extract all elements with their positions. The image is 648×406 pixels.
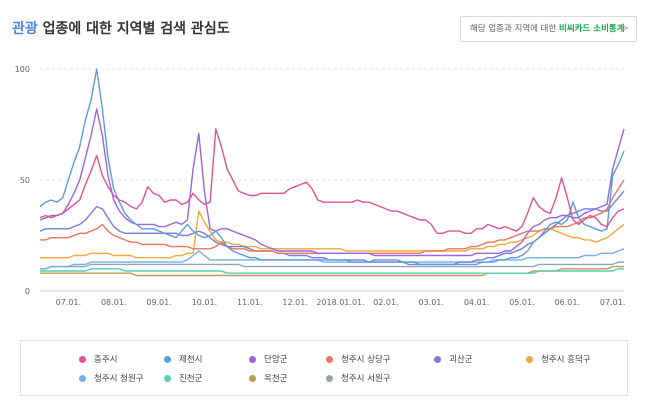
x-tick-label: 04.01. [464,298,489,307]
title-keyword: 관광 [12,21,38,37]
legend-swatch [79,356,86,363]
legend-label: 충주시 [94,355,118,365]
legend-label: 청주시 흥덕구 [541,355,591,365]
legend-item[interactable]: 제천시 [164,353,202,365]
legend-item[interactable]: 청주시 서원구 [326,372,391,384]
x-tick-label: 05.01. [509,298,534,307]
x-tick-label: 07.01. [56,298,81,307]
series-line [40,268,624,274]
legend-label: 괴산군 [449,355,473,365]
page-title: 관광 업종에 대한 지역별 검색 관심도 [12,18,230,38]
x-tick-label: 08.01. [101,298,126,307]
series-line [40,210,625,259]
series-line [39,68,625,266]
chevron-right-icon: > [620,23,629,34]
x-tick-label: 12.01. [282,298,307,307]
legend-item[interactable]: 진천군 [164,372,202,384]
legend-swatch [249,356,256,363]
legend-swatch [79,375,86,382]
legend-item[interactable]: 청주시 상당구 [326,353,391,365]
title-rest: 업종에 대한 지역별 검색 관심도 [37,21,230,37]
x-tick-label: 02.01. [373,298,398,307]
legend-item[interactable]: 충주시 [79,353,117,365]
legend-item[interactable]: 옥천군 [249,372,287,384]
legend-item[interactable]: 청주시 청원구 [79,372,144,384]
y-tick-label: 100 [15,65,30,74]
series-line [40,261,624,270]
series-line [40,248,625,270]
legend-swatch [164,356,171,363]
x-tick-label: 2018.01.01. [316,298,364,307]
legend-label: 단양군 [264,355,288,365]
legend-label: 제천시 [179,355,203,365]
y-tick-label: 0 [25,287,30,296]
legend-label: 청주시 청원구 [94,374,144,384]
legend-label: 청주시 서원구 [341,374,391,384]
legend-item[interactable]: 단양군 [249,353,287,365]
legend-item[interactable]: 괴산군 [434,353,472,365]
legend-swatch [326,375,333,382]
line-chart: 0 50 100 07.01. 08.01. 09.01. 10.01. 11.01. 12.0… [15,65,626,307]
series-line [39,128,625,235]
legend-label: 진천군 [179,374,203,384]
legend-item[interactable]: 청주시 흥덕구 [526,353,591,365]
link-highlight: 비씨카드 소비통계 [559,24,625,34]
legend-swatch [326,356,333,363]
x-tick-label: 11.01. [237,298,262,307]
legend-swatch [249,375,256,382]
x-tick-label: 03.01. [418,298,443,307]
legend-swatch [434,356,441,363]
x-tick-label: 06.01. [555,298,580,307]
link-prefix: 해당 업종과 지역에 대한 [470,24,560,34]
legend-label: 옥천군 [264,374,288,384]
x-tick-label: 09.01. [146,298,171,307]
bc-card-stats-link[interactable]: 해당 업종과 지역에 대한 비씨카드 소비통계 > [460,16,637,42]
y-tick-label: 50 [20,176,30,185]
x-tick-label: 07.01. [600,298,625,307]
legend-swatch [164,375,171,382]
legend-label: 청주시 상당구 [341,355,391,365]
legend-swatch [526,356,533,363]
x-tick-label: 10.01. [192,298,217,307]
